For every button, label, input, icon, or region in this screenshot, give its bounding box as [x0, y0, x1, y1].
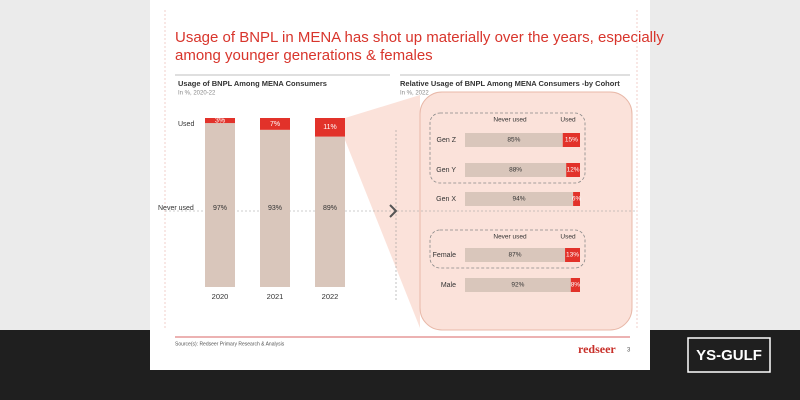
value-label: 94% [513, 196, 526, 203]
chart-title: Usage of BNPL Among MENA Consumers [178, 79, 327, 88]
y-tick-label: Gen X [436, 196, 456, 203]
value-label: 15% [565, 137, 578, 144]
value-label: 89% [323, 205, 337, 212]
bar-segment [465, 192, 574, 206]
chart-subtitle: In %, 2020-22 [178, 91, 216, 97]
logo: redseer [578, 342, 616, 356]
bar-segment [260, 129, 290, 287]
slide-title: Usage of BNPL in MENA has shot up materi… [175, 29, 664, 46]
value-label: 3% [215, 117, 225, 124]
watermark: YS-GULF [696, 347, 762, 364]
value-label: 85% [507, 137, 520, 144]
arrow [389, 204, 398, 218]
column-header: Used [560, 117, 576, 124]
page-number: 3 [627, 348, 631, 354]
bar-segment [573, 192, 580, 206]
x-tick-label: 2022 [322, 292, 339, 301]
y-tick-label: Female [433, 252, 456, 259]
bar-segment [315, 118, 345, 137]
y-tick-label: Gen Y [436, 167, 456, 174]
value-label: 7% [270, 121, 280, 128]
series-label: Used [178, 121, 194, 128]
value-label: 97% [213, 205, 227, 212]
bar-segment [260, 118, 290, 130]
column-header: Used [560, 234, 576, 241]
bar-segment [205, 118, 235, 124]
value-label: 8% [571, 282, 581, 289]
bar-segment [562, 133, 580, 147]
chart-subtitle: In %, 2022 [400, 91, 429, 97]
chart-title: Relative Usage of BNPL Among MENA Consum… [400, 79, 620, 88]
column-header: Never used [493, 117, 527, 124]
source: Source(s): Redseer Primary Research & An… [175, 341, 285, 347]
y-tick-label: Male [441, 282, 456, 289]
value-label: 13% [566, 252, 579, 259]
connector [345, 95, 420, 328]
bar-segment [570, 278, 580, 292]
bar-segment [465, 133, 563, 147]
group-box [429, 229, 586, 269]
watermark-box [687, 337, 771, 373]
value-label: 92% [511, 282, 524, 289]
x-tick-label: 2020 [212, 292, 229, 301]
bar-segment [315, 136, 345, 287]
x-tick-label: 2021 [267, 292, 284, 301]
value-label: 88% [509, 167, 522, 174]
series-label: Never used [158, 205, 194, 212]
bar-segment [465, 248, 566, 262]
y-tick-label: Gen Z [437, 137, 457, 144]
slide-title: among younger generations & females [175, 47, 433, 64]
bar-segment [465, 278, 571, 292]
bar-segment [205, 123, 235, 287]
value-label: 12% [567, 167, 580, 174]
bar-segment [565, 248, 580, 262]
value-label: 6% [572, 196, 582, 203]
value-label: 11% [323, 124, 337, 131]
column-header: Never used [493, 234, 527, 241]
bar-segment [465, 163, 567, 177]
value-label: 93% [268, 205, 282, 212]
group-box [429, 112, 586, 184]
value-label: 87% [509, 252, 522, 259]
bar-segment [566, 163, 580, 177]
